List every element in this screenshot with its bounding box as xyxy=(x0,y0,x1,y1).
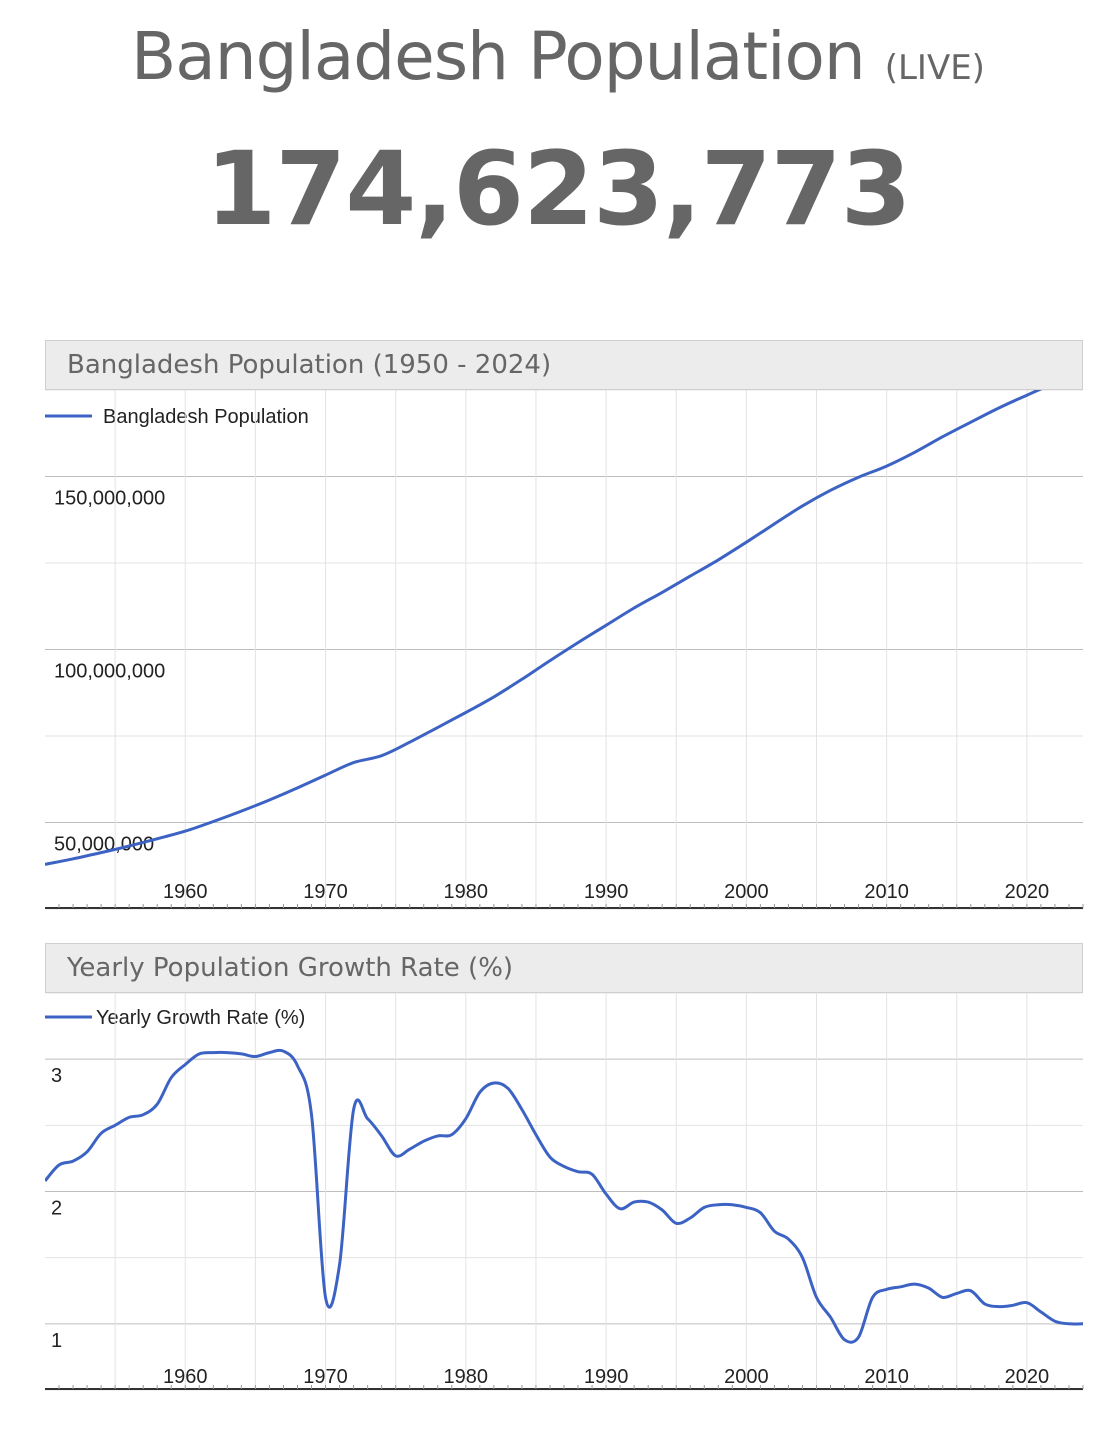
growth-rate-chart: Yearly Growth Rate (%) 1 2 3 1960 1970 1980 199… xyxy=(45,993,1084,1391)
legend-label: Bangladesh Population xyxy=(103,406,309,428)
series-line xyxy=(45,1048,1083,1344)
x-tick-label: 1980 xyxy=(444,881,489,903)
x-tick-label: 2010 xyxy=(864,881,909,903)
population-counter: 174,623,773 xyxy=(205,130,911,249)
x-tick-label: 2020 xyxy=(1005,881,1050,903)
population-chart: Bangladesh Population 50,000,000 100,000,0… xyxy=(45,390,1084,910)
legend-label: Yearly Growth Rate (%) xyxy=(96,1007,305,1029)
y-tick-label: 2 xyxy=(51,1198,62,1220)
x-tick-label: 1970 xyxy=(303,881,348,903)
page-title: Bangladesh Population (LIVE) xyxy=(0,18,1116,95)
y-tick-label: 100,000,000 xyxy=(54,661,165,683)
x-tick-label: 1990 xyxy=(584,1366,629,1388)
x-tick-label: 1960 xyxy=(163,1366,208,1388)
x-tick-label: 1970 xyxy=(303,1366,348,1388)
x-tick-label: 2000 xyxy=(724,1366,769,1388)
title-text: Bangladesh Population xyxy=(131,18,866,95)
x-tick-label: 2020 xyxy=(1005,1366,1050,1388)
series-line xyxy=(45,390,1043,866)
y-tick-label: 50,000,000 xyxy=(54,834,154,856)
growth-chart-header: Yearly Population Growth Rate (%) xyxy=(45,943,1083,993)
y-tick-label: 150,000,000 xyxy=(54,488,165,510)
x-tick-label: 1960 xyxy=(163,881,208,903)
x-tick-label: 2010 xyxy=(864,1366,909,1388)
x-tick-label: 1980 xyxy=(444,1366,489,1388)
y-tick-label: 1 xyxy=(51,1330,62,1352)
y-tick-label: 3 xyxy=(51,1065,62,1087)
x-tick-label: 2000 xyxy=(724,881,769,903)
live-label: (LIVE) xyxy=(884,48,985,88)
x-tick-label: 1990 xyxy=(584,881,629,903)
population-chart-header: Bangladesh Population (1950 - 2024) xyxy=(45,340,1083,390)
